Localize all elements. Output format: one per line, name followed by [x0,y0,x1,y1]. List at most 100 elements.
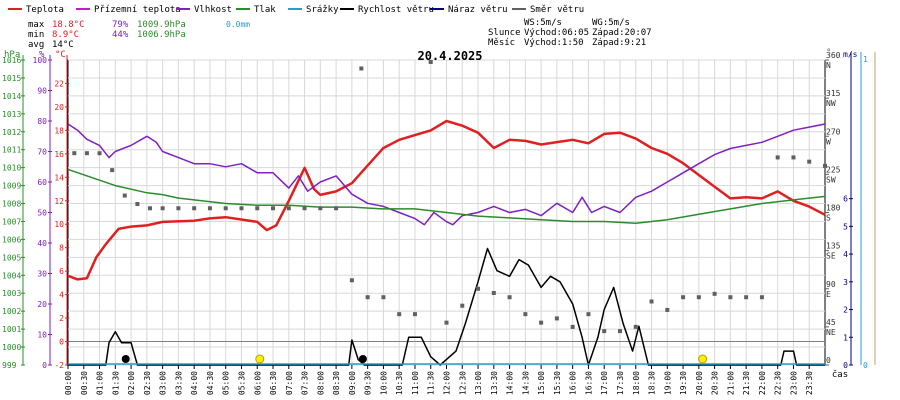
x-tick-label: 18:00 [632,371,641,395]
x-tick-label: 04:30 [206,371,215,395]
info-sunset: Západ:20:07 [592,28,652,38]
direction-axis-unit: ° [826,48,831,58]
axes: hPa9991000100110021003100410051006100710… [2,48,876,395]
x-tick-label: 23:00 [789,371,798,395]
series-line-vlhkost [67,123,826,226]
legend-label: Rychlost větru [358,5,434,15]
x-tick-label: 13:30 [490,371,499,395]
legend: Teplota Přízemní teplota Vlhkost Tlak Srážky… [8,5,584,15]
astro-info-panel: WS:5m/s WG:5m/s Slunce Východ:06:05 Západ:20… [488,18,652,48]
x-tick-label: 23:30 [805,371,814,395]
x-tick-label: 05:00 [222,371,231,395]
stats-max-temp: 18.8°C [52,20,85,30]
x-tick-label: 18:30 [648,371,657,395]
wind-direction-point [507,295,512,300]
wind-direction-point [160,206,165,211]
x-tick-label: 11:30 [427,371,436,395]
info-wind-speed: WS:5m/s [524,18,562,28]
pressure-tick-label: 1011 [2,146,21,155]
wind-direction-point [72,151,77,156]
temperature-tick-label: 16 [54,150,64,159]
stats-avg-label: avg [28,40,44,50]
humidity-tick-label: 0 [42,361,47,370]
direction-tick-compass: NE [826,328,836,337]
humidity-tick-label: 40 [37,239,47,248]
rain-tick-label: 1 [863,55,868,64]
x-tick-label: 03:30 [174,371,183,395]
stats-panel: max 18.8°C 79% 1009.9hPa 0.0mm min 8.9°C 44% 100… [28,20,250,50]
wind-axis-unit: m/s [843,50,858,59]
temperature-tick-label: 4 [59,291,64,300]
x-tick-label: 19:00 [663,371,672,395]
humidity-tick-label: 10 [37,331,47,340]
temperature-tick-label: -2 [54,361,64,370]
wind-direction-point [148,206,153,211]
pressure-tick-label: 1001 [2,325,21,334]
pressure-tick-label: 1009 [2,182,21,191]
pressure-tick-label: 1004 [2,271,21,280]
wind-direction-point [759,295,764,300]
temperature-tick-label: 10 [54,220,64,229]
pressure-tick-label: 1005 [2,253,21,262]
temperature-tick-label: 8 [59,244,64,253]
humidity-tick-label: 90 [37,87,47,96]
wind-direction-point [491,290,496,295]
humidity-tick-label: 80 [37,117,47,126]
wind-direction-point [318,206,323,211]
wind-direction-point [728,295,733,300]
x-tick-label: 00:30 [80,371,89,395]
x-tick-label: 21:30 [742,371,751,395]
pressure-tick-label: 1008 [2,200,21,209]
direction-tick-compass: W [826,137,831,146]
x-tick-label: 16:30 [584,371,593,395]
pressure-tick-label: 1016 [2,56,21,65]
x-tick-label: 06:30 [269,371,278,395]
stats-max-label: max [28,20,45,30]
wind-direction-point [712,291,717,296]
wind-tick-label: 6 [843,195,848,204]
x-tick-label: 07:00 [285,371,294,395]
pressure-tick-label: 1003 [2,289,21,298]
wind-direction-point [365,295,370,300]
direction-tick-label: 315 [826,89,841,98]
x-tick-label: 22:30 [774,371,783,395]
series-line-tlak [67,168,826,225]
moonrise-marker [121,355,130,363]
chart-title: 20.4.2025 [417,49,482,63]
pressure-axis-unit: hPa [4,50,20,60]
pressure-tick-label: 1013 [2,110,21,119]
x-tick-label: 02:00 [127,371,136,395]
info-sunrise: Východ:06:05 [524,28,589,38]
stats-min-pressure: 1006.9hPa [137,30,186,40]
stats-max-humidity: 79% [112,20,129,30]
wind-direction-point [586,312,591,317]
wind-direction-point [176,206,181,211]
x-axis-label: čas [832,369,848,380]
wind-direction-point [539,320,544,325]
stats-max-rain: 0.0mm [226,20,250,29]
info-sun-label: Slunce [488,28,521,38]
x-tick-label: 12:30 [458,371,467,395]
stats-min-label: min [28,30,44,40]
series-layer [67,60,827,366]
x-tick-label: 19:30 [679,371,688,395]
x-tick-label: 08:30 [332,371,341,395]
legend-label: Teplota [26,5,64,15]
temperature-tick-label: 14 [54,173,64,182]
direction-tick-compass: SW [826,175,836,184]
pressure-tick-label: 1012 [2,128,21,137]
wind-tick-label: 0 [843,361,848,370]
wind-direction-point [476,286,481,291]
wind-direction-point [617,329,622,334]
x-tick-label: 22:00 [758,371,767,395]
humidity-tick-label: 20 [37,300,47,309]
wind-direction-point [302,206,307,211]
wind-direction-point [696,295,701,300]
x-tick-label: 15:00 [537,371,546,395]
pressure-tick-label: 1007 [2,217,21,226]
x-tick-label: 07:30 [301,371,310,395]
x-tick-label: 02:30 [143,371,152,395]
wind-direction-point [412,312,417,317]
x-tick-label: 21:00 [726,371,735,395]
